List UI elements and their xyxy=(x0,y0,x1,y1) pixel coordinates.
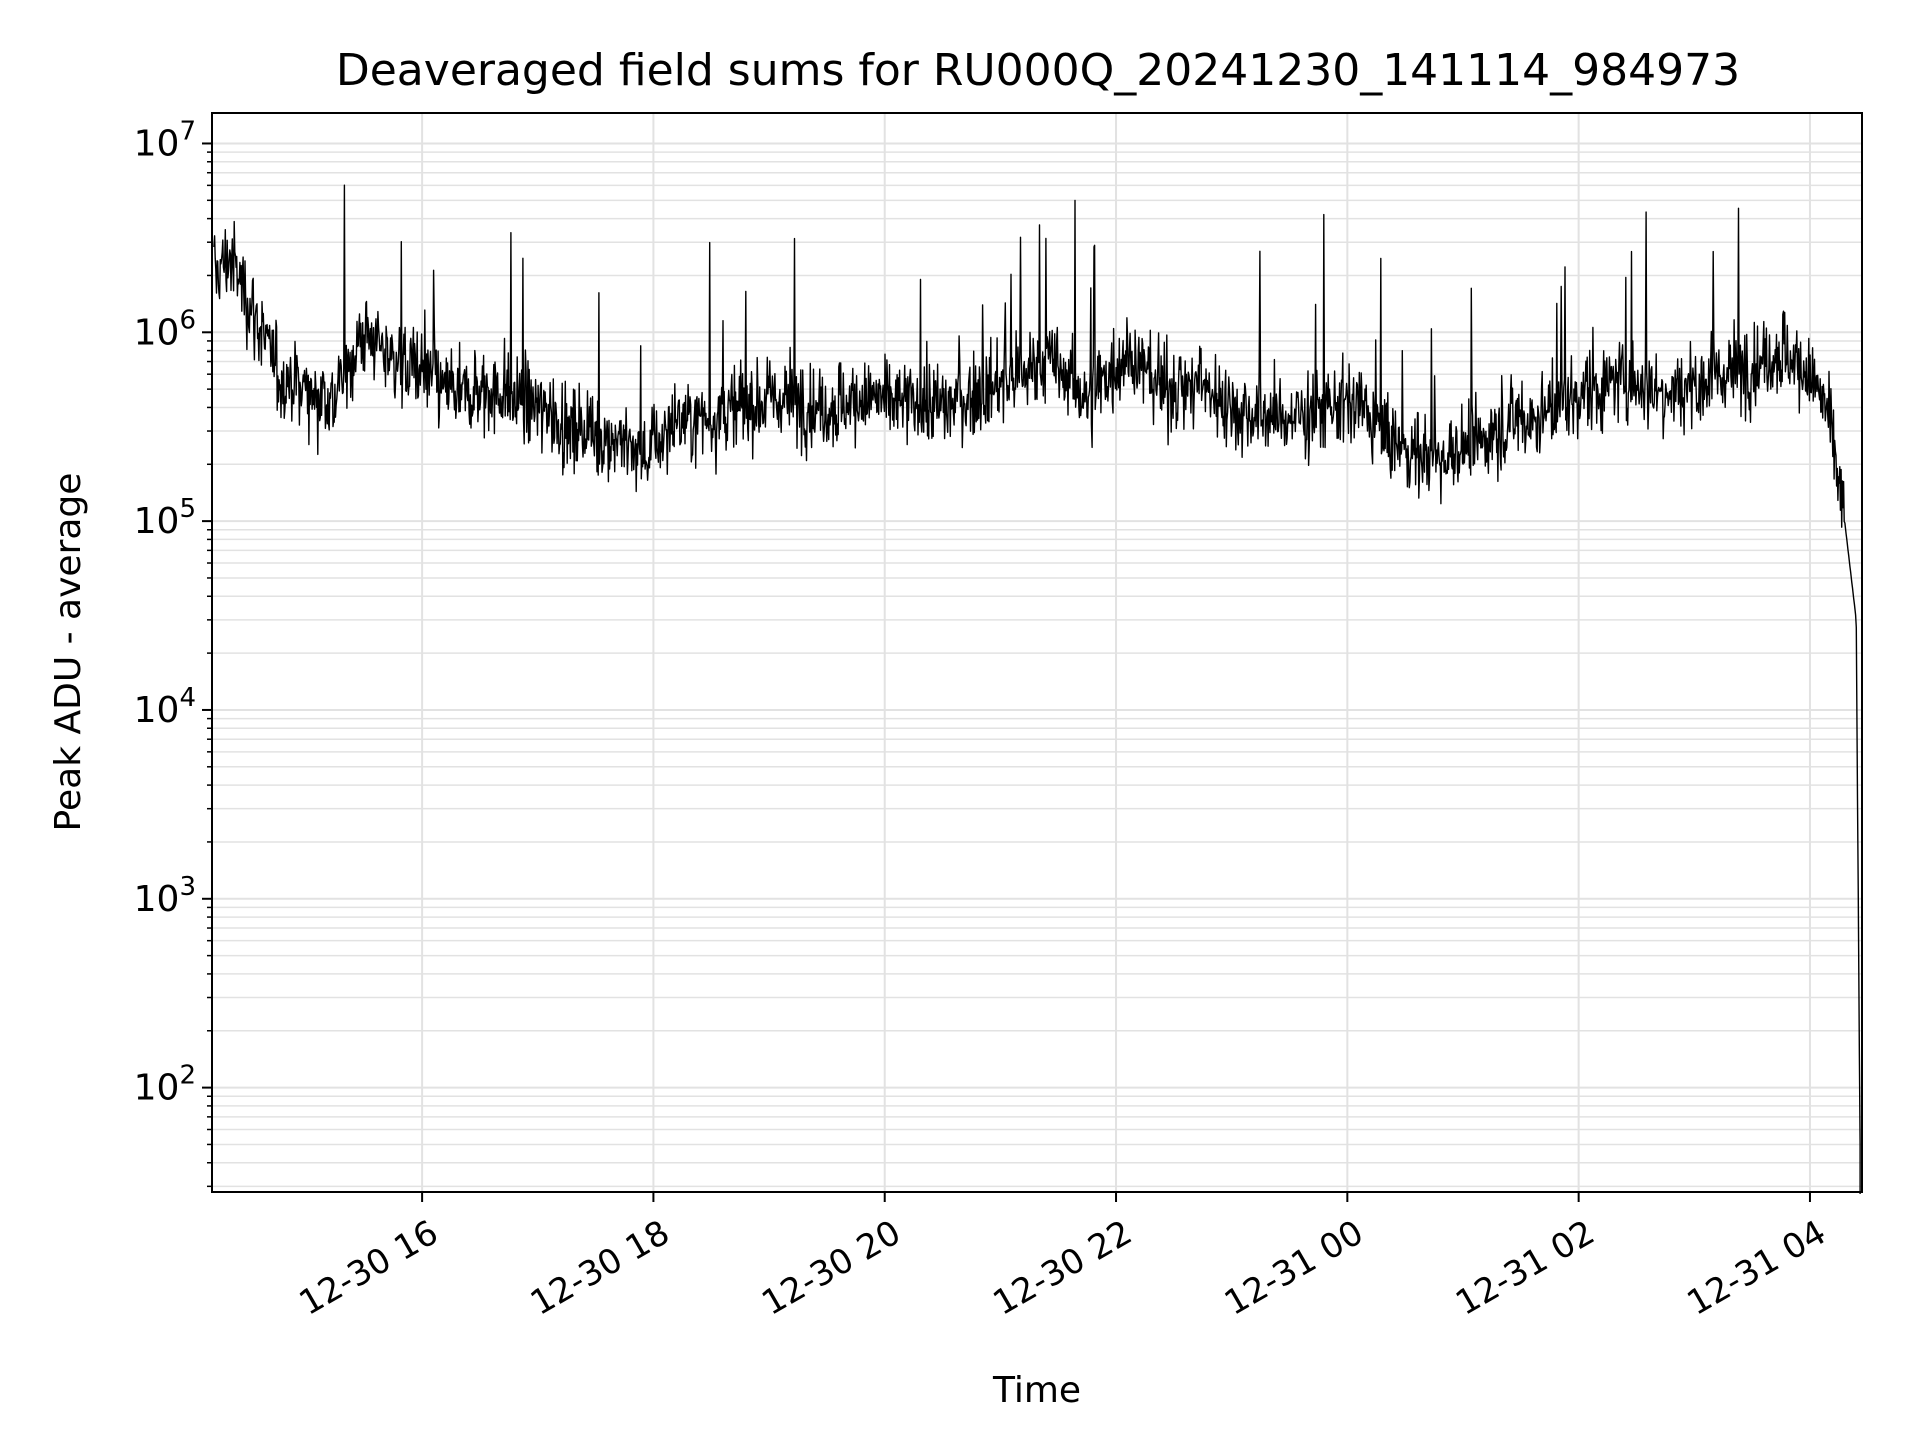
y-tick-label: 106 xyxy=(134,305,196,353)
y-tick-label: 103 xyxy=(134,872,196,920)
x-axis-label: Time xyxy=(992,1370,1081,1411)
y-tick-label: 105 xyxy=(134,494,196,542)
data-series-layer xyxy=(213,184,1861,1194)
y-tick-label: 104 xyxy=(134,683,196,731)
series-line xyxy=(213,184,1861,1194)
chart-title: Deaveraged field sums for RU000Q_2024123… xyxy=(336,45,1740,96)
grid-lines xyxy=(212,113,1862,1192)
y-tick-label: 107 xyxy=(134,116,196,164)
y-axis-label: Peak ADU - average xyxy=(48,473,89,832)
y-axis-ticks: 102 103 104 105 106 107 xyxy=(134,116,212,1188)
y-tick-label: 102 xyxy=(134,1061,196,1109)
